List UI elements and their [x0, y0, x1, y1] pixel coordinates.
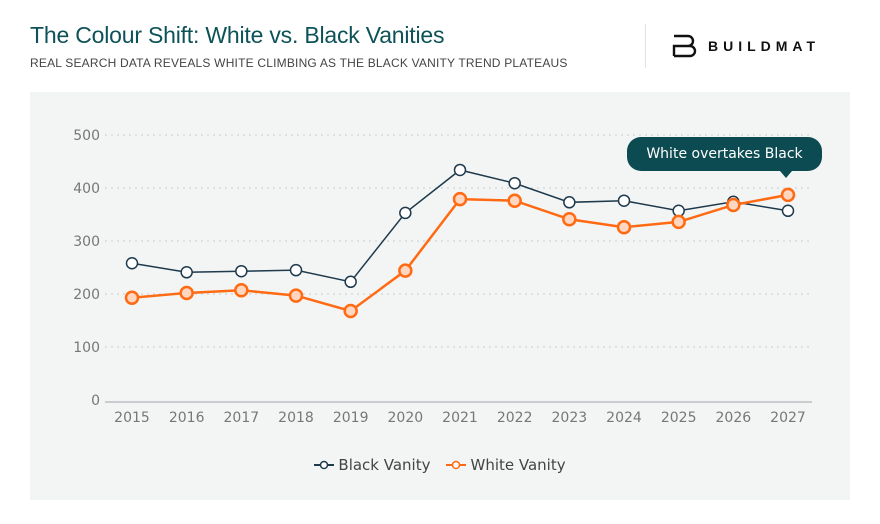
- x-tick-label: 2023: [552, 410, 588, 426]
- data-point-white: [671, 214, 686, 230]
- data-point-black: [781, 204, 795, 218]
- brand-logo: BUILDMAT: [672, 34, 820, 58]
- data-point-white: [562, 212, 577, 227]
- series-line-black: [131, 169, 789, 283]
- x-tick-label: 2026: [716, 410, 752, 426]
- x-tick-label: 2027: [770, 410, 806, 426]
- x-tick-label: 2015: [114, 410, 150, 426]
- legend-item-black[interactable]: Black Vanity: [314, 456, 430, 474]
- data-point-black: [344, 275, 357, 289]
- data-point-black: [125, 257, 139, 270]
- x-tick-label: 2021: [442, 410, 478, 426]
- data-point-black: [563, 196, 576, 209]
- x-tick-label: 2022: [497, 410, 533, 426]
- data-point-white: [179, 285, 194, 301]
- legend-item-white[interactable]: White Vanity: [446, 456, 566, 474]
- data-point-white: [726, 197, 741, 213]
- data-point-white: [452, 191, 468, 207]
- data-point-white: [288, 288, 304, 303]
- page-subtitle: REAL SEARCH DATA REVEALS WHITE CLIMBING …: [30, 56, 568, 70]
- page-title: The Colour Shift: White vs. Black Vaniti…: [30, 22, 445, 48]
- x-tick-label: 2024: [606, 410, 642, 426]
- data-point-white: [343, 303, 358, 319]
- data-point-black: [289, 263, 303, 277]
- legend-label: White Vanity: [470, 456, 566, 474]
- x-tick-label: 2020: [388, 410, 424, 426]
- brand-name: BUILDMAT: [708, 38, 821, 54]
- data-point-white: [234, 283, 249, 298]
- data-point-black: [180, 266, 193, 279]
- data-point-black: [508, 176, 521, 190]
- buildmat-logo-icon: [672, 34, 697, 58]
- legend-marker-white-icon: [446, 460, 467, 470]
- legend: Black Vanity White Vanity: [0, 456, 880, 474]
- data-point-white: [780, 187, 796, 203]
- y-tick-label: 100: [73, 340, 100, 356]
- data-point-white: [507, 193, 522, 208]
- divider: [645, 24, 646, 68]
- legend-label: Black Vanity: [338, 456, 431, 474]
- y-tick-label: 0: [91, 393, 100, 409]
- data-point-black: [399, 206, 412, 220]
- data-point-black: [672, 204, 685, 218]
- x-tick-label: 2017: [224, 410, 260, 426]
- data-point-white: [124, 290, 140, 305]
- data-point-white: [398, 263, 413, 278]
- data-point-white: [616, 219, 632, 235]
- y-tick-label: 200: [73, 287, 100, 303]
- x-tick-label: 2016: [169, 410, 205, 426]
- data-point-black: [235, 264, 248, 278]
- x-tick-label: 2025: [661, 410, 697, 426]
- y-tick-label: 300: [73, 234, 100, 250]
- annotation-callout: White overtakes Black: [627, 137, 822, 178]
- x-tick-label: 2018: [278, 410, 314, 426]
- y-tick-label: 500: [73, 128, 100, 144]
- data-point-black: [453, 163, 467, 177]
- x-tick-label: 2019: [333, 410, 369, 426]
- legend-marker-black-icon: [314, 460, 335, 470]
- y-tick-label: 400: [73, 181, 100, 197]
- data-point-black: [617, 194, 631, 207]
